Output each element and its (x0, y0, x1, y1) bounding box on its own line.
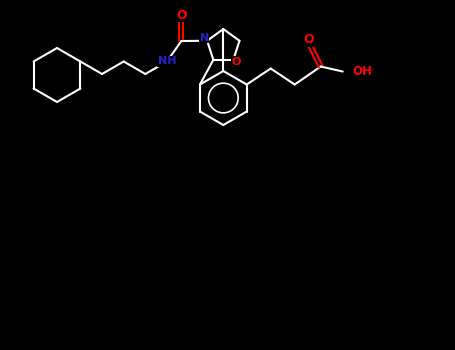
Text: O: O (232, 57, 241, 67)
Text: OH: OH (353, 65, 373, 78)
Text: NH: NH (158, 56, 176, 66)
Text: O: O (176, 8, 187, 21)
Text: O: O (303, 33, 314, 46)
Text: N: N (200, 33, 209, 43)
